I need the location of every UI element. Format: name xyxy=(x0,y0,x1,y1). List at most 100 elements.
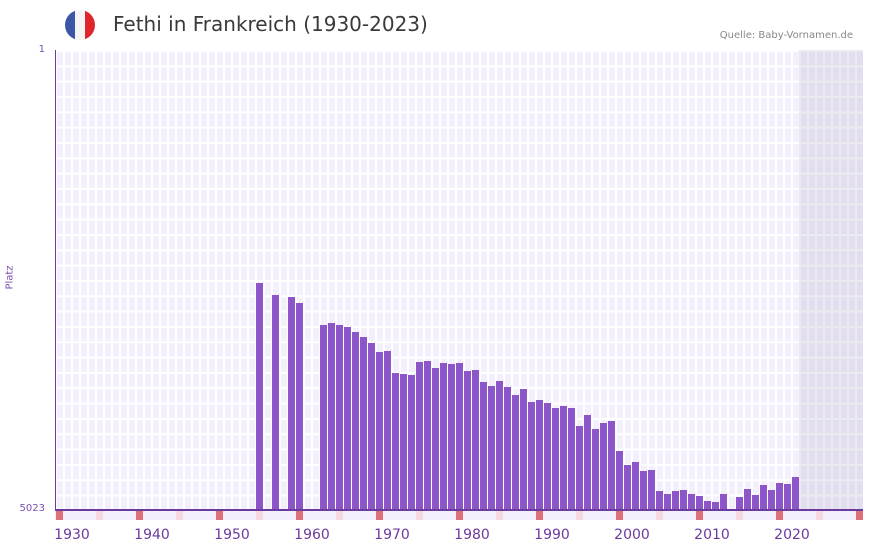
bar-2006[interactable] xyxy=(672,491,679,510)
bar-1974[interactable] xyxy=(416,361,423,510)
flag-white xyxy=(75,10,85,40)
bar-1971[interactable] xyxy=(392,372,399,510)
bar-1963[interactable] xyxy=(328,322,335,510)
bar-1973[interactable] xyxy=(408,375,415,510)
bar-1983[interactable] xyxy=(488,385,495,510)
bar-1978[interactable] xyxy=(448,364,455,510)
france-flag-icon xyxy=(65,10,95,40)
decade-marker xyxy=(776,511,783,520)
half-decade-marker xyxy=(496,511,503,520)
x-axis-line xyxy=(55,509,863,511)
bar-1992[interactable] xyxy=(560,406,567,510)
bar-1969[interactable] xyxy=(376,352,383,510)
x-tick-1970: 1970 xyxy=(374,527,410,543)
bar-1987[interactable] xyxy=(520,389,527,510)
bar-2009[interactable] xyxy=(696,496,703,510)
bar-1999[interactable] xyxy=(616,451,623,510)
bar-1977[interactable] xyxy=(440,363,447,510)
future-shaded-region xyxy=(799,50,863,510)
bar-1988[interactable] xyxy=(528,402,535,510)
bar-2018[interactable] xyxy=(768,490,775,510)
x-tick-1950: 1950 xyxy=(214,527,250,543)
y-axis-line xyxy=(55,50,56,510)
half-decade-marker xyxy=(656,511,663,520)
bar-1989[interactable] xyxy=(536,400,543,510)
decade-marker xyxy=(296,511,303,520)
bar-2014[interactable] xyxy=(736,497,743,510)
half-decade-marker xyxy=(256,511,263,520)
decade-marker xyxy=(856,511,863,520)
bar-2001[interactable] xyxy=(632,462,639,510)
flag-red xyxy=(85,10,95,40)
bar-2019[interactable] xyxy=(776,482,783,510)
bar-2020[interactable] xyxy=(784,484,791,510)
flag-blue xyxy=(65,10,75,40)
bar-1972[interactable] xyxy=(400,373,407,510)
bar-1958[interactable] xyxy=(288,297,295,510)
half-decade-marker xyxy=(416,511,423,520)
year-marker-row xyxy=(55,511,863,520)
bar-1967[interactable] xyxy=(360,336,367,510)
bar-2000[interactable] xyxy=(624,465,631,510)
bar-1980[interactable] xyxy=(464,370,471,510)
decade-marker xyxy=(616,511,623,520)
bar-1986[interactable] xyxy=(512,395,519,510)
bar-1979[interactable] xyxy=(456,363,463,510)
bar-2015[interactable] xyxy=(744,489,751,510)
bar-1994[interactable] xyxy=(576,426,583,510)
decade-marker xyxy=(536,511,543,520)
half-decade-marker xyxy=(816,511,823,520)
bar-1996[interactable] xyxy=(592,429,599,510)
bar-1968[interactable] xyxy=(368,343,375,510)
bar-1966[interactable] xyxy=(352,332,359,510)
bar-1991[interactable] xyxy=(552,408,559,510)
x-tick-1990: 1990 xyxy=(534,527,570,543)
bar-2021[interactable] xyxy=(792,477,799,510)
bar-1964[interactable] xyxy=(336,324,343,510)
bar-1997[interactable] xyxy=(600,422,607,510)
bar-1995[interactable] xyxy=(584,415,591,510)
x-tick-2020: 2020 xyxy=(774,527,810,543)
plot-area xyxy=(55,50,863,511)
half-decade-marker xyxy=(736,511,743,520)
bar-1962[interactable] xyxy=(320,324,327,510)
x-tick-1940: 1940 xyxy=(134,527,170,543)
y-axis-label: Platz xyxy=(4,265,16,290)
x-tick-1960: 1960 xyxy=(294,527,330,543)
bar-1970[interactable] xyxy=(384,351,391,510)
bar-2007[interactable] xyxy=(680,490,687,510)
bar-1982[interactable] xyxy=(480,382,487,510)
bar-2004[interactable] xyxy=(656,491,663,510)
bar-1965[interactable] xyxy=(344,327,351,510)
bar-2005[interactable] xyxy=(664,493,671,510)
bar-1981[interactable] xyxy=(472,369,479,510)
bar-1984[interactable] xyxy=(496,381,503,510)
decade-marker xyxy=(136,511,143,520)
bar-2017[interactable] xyxy=(760,485,767,510)
grid xyxy=(55,50,863,510)
decade-marker xyxy=(456,511,463,520)
decade-marker xyxy=(696,511,703,520)
bar-2016[interactable] xyxy=(752,494,759,510)
x-tick-1980: 1980 xyxy=(454,527,490,543)
bar-1956[interactable] xyxy=(272,295,279,510)
bar-1976[interactable] xyxy=(432,368,439,510)
x-tick-1930: 1930 xyxy=(54,527,90,543)
bar-2011[interactable] xyxy=(712,502,719,510)
bar-2003[interactable] xyxy=(648,469,655,510)
bar-1985[interactable] xyxy=(504,387,511,510)
bar-1998[interactable] xyxy=(608,420,615,510)
decade-marker xyxy=(56,511,63,520)
half-decade-marker xyxy=(176,511,183,520)
bar-1990[interactable] xyxy=(544,403,551,510)
bar-1954[interactable] xyxy=(256,283,263,510)
bar-2002[interactable] xyxy=(640,470,647,510)
x-tick-2010: 2010 xyxy=(694,527,730,543)
bar-1975[interactable] xyxy=(424,360,431,510)
bar-2008[interactable] xyxy=(688,493,695,510)
bar-2012[interactable] xyxy=(720,493,727,510)
half-decade-marker xyxy=(576,511,583,520)
bar-1993[interactable] xyxy=(568,408,575,510)
bar-2010[interactable] xyxy=(704,501,711,510)
bar-1959[interactable] xyxy=(296,303,303,510)
